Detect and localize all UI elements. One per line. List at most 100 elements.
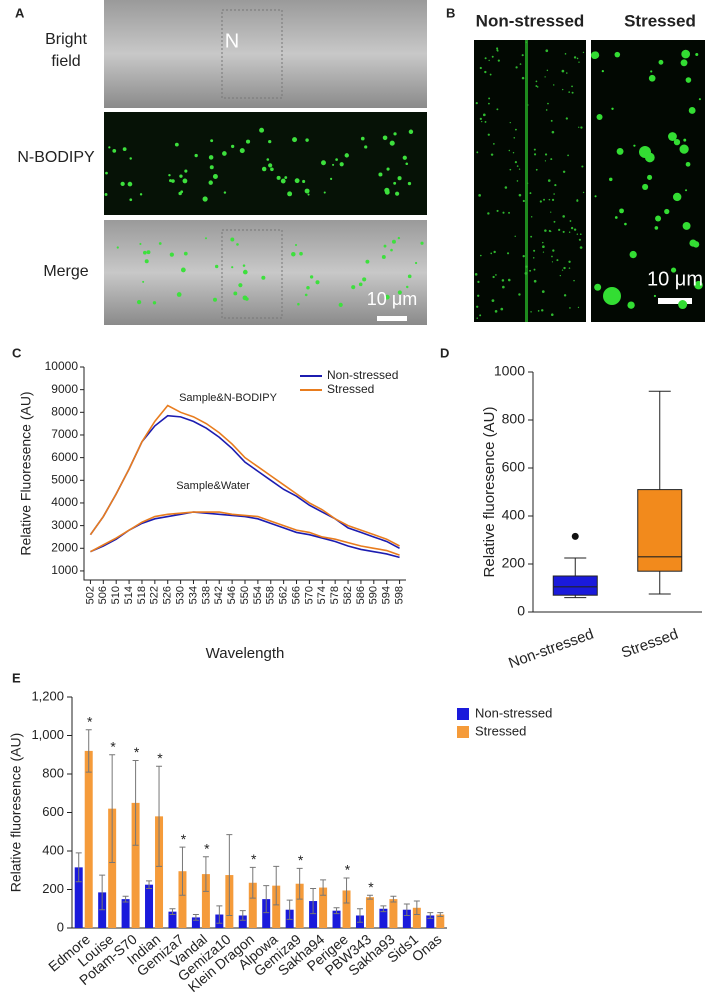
fluorescent-spot <box>678 300 688 310</box>
fluorescent-spot <box>389 140 395 146</box>
error-bar <box>249 866 256 899</box>
fluorescent-spot <box>576 57 579 60</box>
x-tick-label: 530 <box>175 586 187 604</box>
fluorescent-spot <box>182 178 188 184</box>
fluorescent-spot <box>533 268 536 271</box>
error-bar <box>356 908 363 923</box>
fluorescent-spot <box>591 51 600 59</box>
fluorescent-spot <box>152 301 157 305</box>
fluorescent-spot <box>407 181 412 186</box>
fluorescent-spot <box>525 265 528 268</box>
fluorescent-spot <box>565 117 568 120</box>
fluorescent-spot <box>558 228 561 231</box>
fluorescent-spot <box>307 193 310 196</box>
fluorescent-spot <box>397 236 401 240</box>
x-tick-label: 578 <box>329 586 341 604</box>
bar <box>436 914 445 928</box>
fluorescent-spot <box>143 250 147 255</box>
box <box>637 489 683 572</box>
fluorescent-spot <box>516 180 519 182</box>
bar <box>238 915 247 928</box>
fluorescent-spot <box>291 251 296 257</box>
fluorescent-spot <box>321 160 326 166</box>
bar <box>262 899 271 928</box>
fluorescent-spot <box>479 314 482 317</box>
y-tick-label: 1,000 <box>31 727 64 742</box>
y-tick-label: 800 <box>42 765 64 780</box>
fluorescent-spot <box>378 172 383 177</box>
fluorescent-spot <box>545 49 549 53</box>
error-bar <box>226 834 233 916</box>
y-tick-label: 0 <box>57 919 64 934</box>
fluorescent-spot <box>180 267 186 273</box>
legend-swatch <box>457 708 469 720</box>
fluorescent-spot <box>139 193 143 196</box>
fluorescent-spot <box>522 254 525 258</box>
fluorescent-spot <box>513 137 516 139</box>
y-tick-label: 800 <box>502 411 526 427</box>
fluorescent-spot <box>688 107 696 114</box>
significance-mark: * <box>345 862 351 878</box>
fluorescent-spot <box>414 261 418 265</box>
fluorescent-spot <box>548 198 551 201</box>
error-bar <box>310 888 317 915</box>
bar <box>201 874 210 928</box>
fluorescent-spot <box>158 242 162 245</box>
fluorescent-spot <box>551 255 553 258</box>
x-tick-label: 534 <box>187 586 199 604</box>
error-bar <box>239 910 246 921</box>
fluorescent-spot <box>544 76 546 78</box>
scale-label: 10 μm <box>367 289 417 309</box>
nucleus-outline <box>221 229 283 319</box>
fluorescent-spot <box>284 176 288 179</box>
fluorescent-spot <box>395 191 400 196</box>
fluorescent-spot <box>299 251 303 256</box>
fluorescent-spot <box>650 70 653 73</box>
bar <box>121 899 130 928</box>
fluorescent-spot <box>339 162 344 167</box>
x-tick-label: 570 <box>303 586 315 604</box>
fluorescent-spot <box>518 168 521 170</box>
fluorescent-spot <box>236 243 239 246</box>
fluorescent-spot <box>658 59 664 65</box>
fluorescent-spot <box>533 279 537 283</box>
fluorescent-spot <box>245 139 251 144</box>
fluorescent-spot <box>629 250 637 259</box>
fluorescent-spot <box>654 226 659 230</box>
fluorescent-spot <box>495 274 497 276</box>
stressed-image <box>591 40 705 322</box>
fluorescent-spot <box>551 198 555 201</box>
error-bar <box>273 865 280 906</box>
fluorescent-spot <box>208 180 213 185</box>
fluorescent-spot <box>479 66 482 70</box>
fluorescent-spot <box>231 266 234 269</box>
fluorescent-spot <box>490 153 494 156</box>
fluorescent-spot <box>529 269 532 272</box>
y-tick-label: 1000 <box>51 563 78 577</box>
fluorescent-spot <box>305 138 309 142</box>
fluorescent-spot <box>122 147 127 152</box>
x-tick-label: 546 <box>226 586 238 604</box>
fluorescent-spot <box>521 76 525 80</box>
significance-mark: * <box>181 831 187 847</box>
y-tick-label: 8000 <box>51 404 78 418</box>
cell-wall <box>525 40 528 322</box>
fluorescent-spot <box>142 280 145 283</box>
fluorescent-spot <box>476 317 479 319</box>
fluorescent-spot <box>391 239 396 244</box>
fluorescent-spot <box>420 241 424 245</box>
bar <box>272 885 281 928</box>
fluorescent-spot <box>535 168 538 171</box>
fluorescent-spot <box>515 128 517 131</box>
fluorescent-spot <box>183 251 188 256</box>
fluorescent-spot <box>136 299 142 305</box>
fluorescent-spot <box>502 211 505 214</box>
fluorescent-spot <box>171 179 175 183</box>
significance-mark: * <box>87 713 93 729</box>
error-bar <box>146 880 153 890</box>
fluorescent-spot <box>554 183 557 187</box>
fluorescent-spot <box>306 286 310 290</box>
bar <box>191 917 200 928</box>
x-tick-label: 554 <box>252 586 264 604</box>
annotation: Sample&Water <box>176 480 250 492</box>
